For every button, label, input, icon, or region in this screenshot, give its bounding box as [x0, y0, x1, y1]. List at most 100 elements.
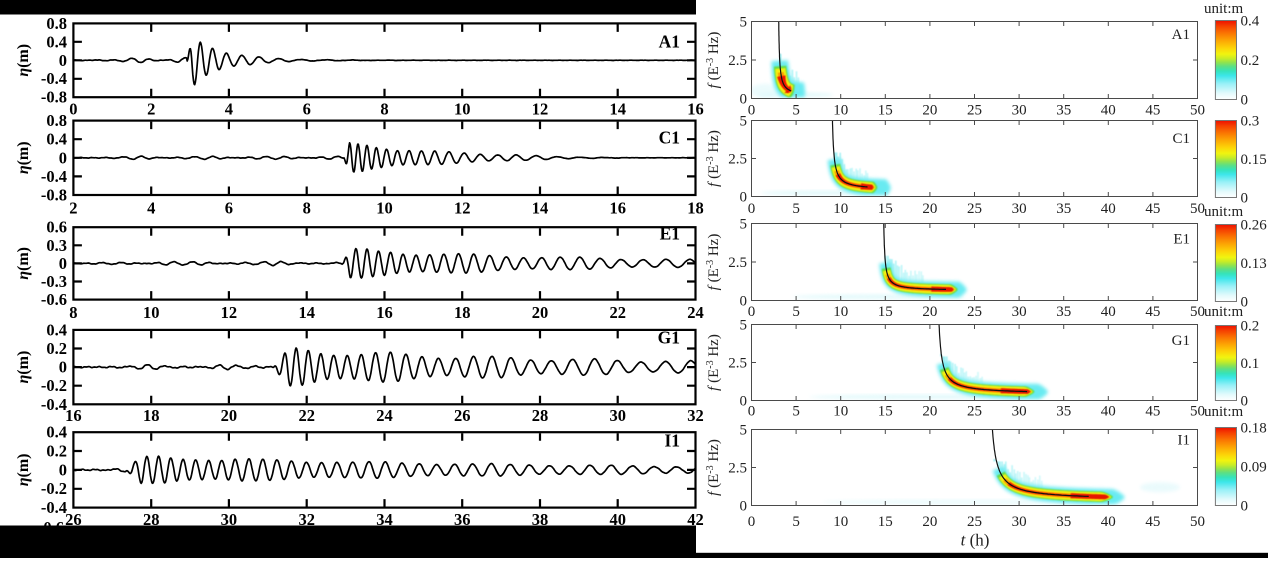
svg-text:45: 45	[1145, 404, 1160, 420]
svg-text:50: 50	[1190, 404, 1205, 420]
svg-text:14: 14	[609, 100, 626, 119]
svg-text:6: 6	[303, 100, 311, 119]
svg-text:20: 20	[922, 514, 937, 530]
svg-text:0.15: 0.15	[1241, 152, 1267, 168]
svg-text:-0.4: -0.4	[41, 167, 67, 186]
svg-text:2.5: 2.5	[728, 255, 747, 271]
svg-text:30: 30	[609, 406, 626, 425]
svg-text:20: 20	[532, 303, 549, 322]
svg-text:15: 15	[878, 103, 893, 119]
svg-text:14: 14	[298, 303, 315, 322]
svg-text:50: 50	[1190, 514, 1205, 530]
svg-text:f (E-3 Hz): f (E-3 Hz)	[705, 234, 722, 291]
svg-text:f (E-3 Hz): f (E-3 Hz)	[705, 439, 722, 496]
svg-text:40: 40	[609, 510, 626, 529]
svg-text:18: 18	[454, 303, 471, 322]
svg-text:24: 24	[376, 406, 393, 425]
svg-text:η(m): η(m)	[15, 141, 32, 174]
svg-text:32: 32	[298, 510, 315, 529]
svg-text:E1: E1	[1173, 232, 1190, 248]
svg-text:5: 5	[740, 15, 748, 31]
svg-text:28: 28	[532, 406, 549, 425]
svg-text:45: 45	[1145, 514, 1160, 530]
svg-text:0.13: 0.13	[1241, 256, 1267, 272]
svg-text:η(m): η(m)	[15, 44, 32, 77]
svg-text:-0.8: -0.8	[41, 88, 67, 107]
svg-text:0.4: 0.4	[46, 320, 67, 339]
svg-text:-0.3: -0.3	[41, 272, 67, 291]
svg-text:42: 42	[687, 510, 704, 529]
svg-text:6: 6	[225, 199, 233, 218]
svg-text:C1: C1	[1172, 131, 1190, 147]
svg-text:16: 16	[376, 303, 393, 322]
svg-text:40: 40	[1101, 304, 1116, 320]
svg-text:f (E-3 Hz): f (E-3 Hz)	[705, 130, 722, 187]
svg-text:20: 20	[922, 304, 937, 320]
svg-text:5: 5	[792, 103, 800, 119]
svg-text:45: 45	[1145, 103, 1160, 119]
svg-text:50: 50	[1190, 201, 1205, 217]
svg-text:G1: G1	[658, 328, 680, 348]
svg-text:0.2: 0.2	[1241, 319, 1260, 335]
svg-text:0.4: 0.4	[46, 130, 67, 149]
svg-text:16: 16	[687, 100, 704, 119]
svg-text:2: 2	[69, 199, 77, 218]
svg-text:20: 20	[922, 404, 937, 420]
svg-text:5: 5	[740, 114, 748, 130]
svg-text:unit:m: unit:m	[1204, 204, 1244, 220]
svg-text:20: 20	[221, 406, 238, 425]
svg-text:35: 35	[1056, 304, 1071, 320]
svg-text:5: 5	[792, 304, 800, 320]
svg-text:15: 15	[878, 304, 893, 320]
svg-text:A1: A1	[1172, 27, 1190, 43]
svg-text:-0.4: -0.4	[41, 395, 67, 414]
svg-text:0.26: 0.26	[1241, 218, 1268, 234]
svg-text:8: 8	[380, 100, 388, 119]
svg-text:2.5: 2.5	[728, 356, 747, 372]
svg-text:16: 16	[65, 406, 82, 425]
svg-text:10: 10	[833, 514, 848, 530]
svg-text:40: 40	[1101, 404, 1116, 420]
svg-text:0: 0	[748, 201, 756, 217]
svg-text:36: 36	[454, 510, 471, 529]
svg-text:15: 15	[878, 514, 893, 530]
svg-text:40: 40	[1101, 514, 1116, 530]
svg-text:12: 12	[221, 303, 238, 322]
svg-text:η(m): η(m)	[15, 247, 32, 280]
svg-text:0.4: 0.4	[46, 32, 67, 51]
svg-text:0.2: 0.2	[1241, 53, 1260, 69]
svg-text:25: 25	[967, 514, 982, 530]
svg-text:0.4: 0.4	[1241, 14, 1260, 30]
svg-text:10: 10	[454, 100, 471, 119]
svg-text:0: 0	[69, 100, 77, 119]
svg-text:10: 10	[833, 103, 848, 119]
svg-text:2: 2	[147, 100, 155, 119]
svg-text:30: 30	[1012, 201, 1027, 217]
svg-text:5: 5	[740, 318, 748, 334]
svg-text:8: 8	[303, 199, 311, 218]
svg-text:4: 4	[147, 199, 155, 218]
svg-text:25: 25	[967, 404, 982, 420]
svg-text:0: 0	[1241, 499, 1249, 515]
svg-text:10: 10	[143, 303, 160, 322]
svg-text:0: 0	[1241, 191, 1249, 207]
svg-text:f (E-3 Hz): f (E-3 Hz)	[705, 334, 722, 391]
svg-text:0: 0	[1241, 93, 1249, 109]
svg-text:0.2: 0.2	[46, 442, 67, 461]
svg-text:25: 25	[967, 201, 982, 217]
svg-text:25: 25	[967, 103, 982, 119]
svg-text:η(m): η(m)	[15, 454, 32, 487]
svg-text:10: 10	[833, 304, 848, 320]
svg-text:0.09: 0.09	[1241, 460, 1267, 476]
svg-text:10: 10	[833, 201, 848, 217]
svg-text:38: 38	[532, 510, 549, 529]
svg-text:50: 50	[1190, 304, 1205, 320]
svg-text:12: 12	[532, 100, 549, 119]
svg-text:5: 5	[792, 201, 800, 217]
svg-text:I1: I1	[1178, 433, 1191, 449]
svg-text:0: 0	[740, 92, 748, 108]
svg-text:0: 0	[740, 190, 748, 206]
svg-text:0: 0	[748, 103, 756, 119]
svg-text:20: 20	[922, 103, 937, 119]
svg-text:E1: E1	[660, 224, 680, 244]
